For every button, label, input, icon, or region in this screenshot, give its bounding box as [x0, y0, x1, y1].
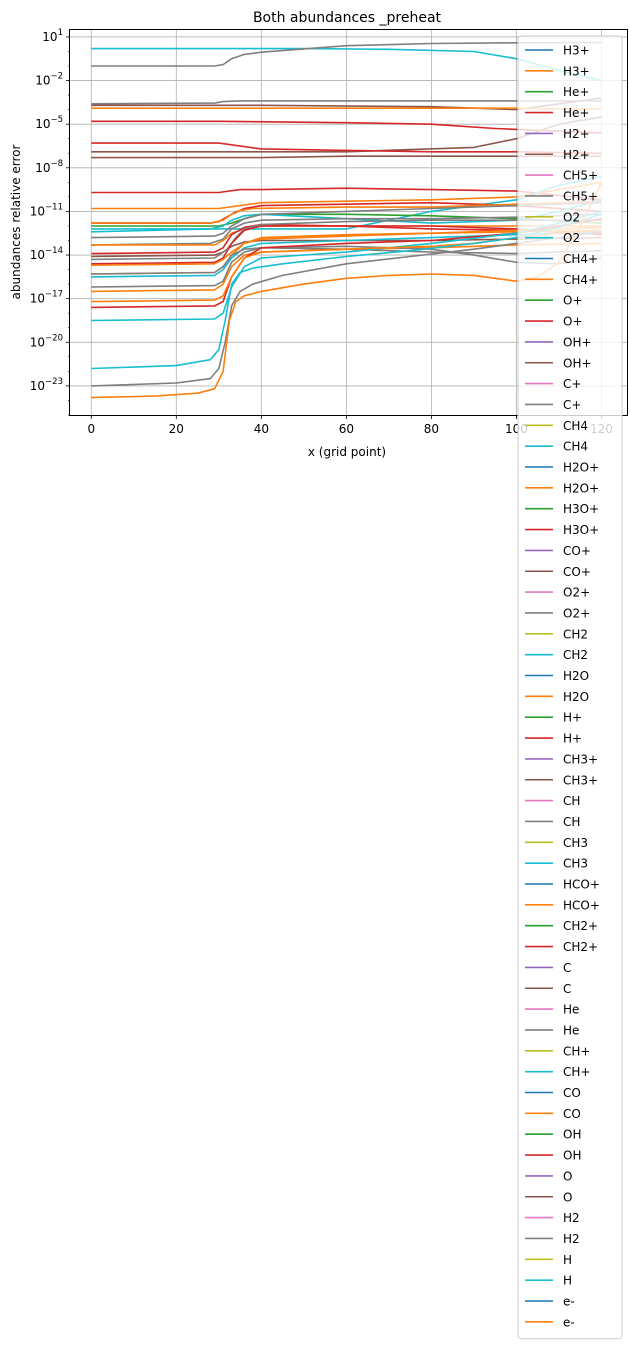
series-line [91, 120, 602, 134]
legend-entry-label: OH+ [563, 356, 592, 370]
series-line [91, 213, 602, 370]
legend-entry-label: OH [563, 1149, 581, 1163]
chart-title: Both abundances _preheat [253, 10, 442, 26]
series-line [91, 100, 602, 105]
legend-entry-label: CH5+ [563, 189, 598, 203]
legend-entry-label: C+ [563, 377, 581, 391]
y-tick-label: 10−2 [35, 72, 63, 88]
legend-entry-label: H+ [563, 732, 582, 746]
legend-entry-label: CH3 [563, 857, 588, 871]
y-axis-label: abundances relative error [9, 144, 23, 299]
legend-entry-label: H2+ [563, 127, 590, 141]
legend-entry-label: CO [563, 1086, 581, 1100]
y-tick-label: 10−20 [30, 333, 63, 349]
y-tick-label: 10−17 [30, 290, 63, 306]
legend-entry-label: OH+ [563, 335, 592, 349]
legend-entry-label: CH5+ [563, 169, 598, 183]
legend-entry-label: C [563, 982, 571, 996]
series-line [91, 41, 602, 67]
legend-entry-label: CH4+ [563, 252, 598, 266]
legend-entry-label: O+ [563, 315, 583, 329]
x-tick-label: 40 [254, 422, 269, 436]
plot-frame [69, 29, 628, 416]
legend-entry-label: H2O+ [563, 481, 599, 495]
legend-entry-label: CH4 [563, 440, 588, 454]
legend-entry-label: H3+ [563, 64, 590, 78]
legend-entry-label: CH2 [563, 648, 588, 662]
legend-entry-label: He+ [563, 106, 589, 120]
legend-entry-label: e- [563, 1315, 575, 1329]
legend-entry-label: H2O [563, 669, 589, 683]
x-axis-label: x (grid point) [308, 445, 386, 459]
x-tick-label: 80 [424, 422, 439, 436]
x-tick-label: 0 [87, 422, 95, 436]
legend-entry-label: H [563, 1274, 572, 1288]
legend-entry-label: H [563, 1253, 572, 1267]
series-line [91, 200, 602, 224]
series-line [91, 187, 602, 201]
legend-entry-label: HCO+ [563, 898, 600, 912]
legend-entry-label: CH3+ [563, 773, 598, 787]
legend-entry-label: O2+ [563, 586, 590, 600]
legend-entry-label: CO+ [563, 565, 591, 579]
legend-entry-label: CH4 [563, 419, 588, 433]
legend-entry-label: O2 [563, 210, 580, 224]
legend-entry-label: HCO+ [563, 878, 600, 892]
legend-box [517, 35, 623, 1340]
legend-entry-label: C+ [563, 398, 581, 412]
x-tick-label: 20 [169, 422, 184, 436]
legend-entry-label: e- [563, 1295, 575, 1309]
legend-entry-label: CH+ [563, 1065, 590, 1079]
legend-entry-label: He [563, 1003, 579, 1017]
legend-entry-label: O2+ [563, 606, 590, 620]
legend-entry-label: CO [563, 1107, 581, 1121]
legend-entry-label: CH4+ [563, 273, 598, 287]
legend-entry-label: H3O+ [563, 502, 599, 516]
y-tick-label: 10−14 [30, 246, 63, 262]
legend-entry-label: OH [563, 1128, 581, 1142]
legend-entry-label: H2+ [563, 148, 590, 162]
legend-entry-label: CH3 [563, 836, 588, 850]
legend-entry-label: H2 [563, 1211, 580, 1225]
legend-entry-label: CH+ [563, 1044, 590, 1058]
x-tick-label: 60 [339, 422, 354, 436]
legend-entry-label: C [563, 961, 571, 975]
legend-entry-label: CH2+ [563, 919, 598, 933]
series-line [91, 225, 602, 265]
legend-entry-label: CH3+ [563, 752, 598, 766]
legend-entry-label: H2O [563, 690, 589, 704]
legend-entry-label: CO+ [563, 544, 591, 558]
legend-entry-label: O2 [563, 231, 580, 245]
y-tick-label: 10−8 [35, 159, 63, 175]
y-tick-label: 10−23 [30, 377, 63, 393]
legend-entry-label: CH2+ [563, 940, 598, 954]
series-line [91, 231, 602, 387]
series-line [91, 247, 602, 275]
legend: H3+ H3+ He+ He+ H2+ H2+ CH5+ CH5+ O2 O2 CH4+ CH4+ O+… [517, 35, 623, 1340]
series-line [91, 201, 602, 239]
legend-entry-label: He [563, 1023, 579, 1037]
legend-entry-label: He+ [563, 85, 589, 99]
legend-entry-label: O [563, 1190, 572, 1204]
series-line [91, 213, 602, 246]
y-tick-label: 101 [42, 28, 63, 44]
legend-entry-label: CH2 [563, 627, 588, 641]
legend-entry-label: O [563, 1169, 572, 1183]
legend-entry-label: H2 [563, 1232, 580, 1246]
legend-entry-label: H+ [563, 711, 582, 725]
legend-entry-label: CH [563, 815, 580, 829]
y-tick-label: 10−11 [30, 202, 63, 218]
series-line [91, 219, 602, 261]
legend-entry-label: H3O+ [563, 523, 599, 537]
series-line [91, 142, 602, 155]
series-line [91, 226, 602, 266]
legend-entry-label: O+ [563, 294, 583, 308]
axes: 02040608010012010−2310−2010−1710−1410−11… [30, 28, 613, 436]
legend-entry-label: CH [563, 794, 580, 808]
legend-entry-label: H2O+ [563, 461, 599, 475]
series-lines [91, 41, 603, 399]
legend-entry-label: H3+ [563, 44, 590, 58]
y-tick-label: 10−5 [35, 115, 63, 131]
